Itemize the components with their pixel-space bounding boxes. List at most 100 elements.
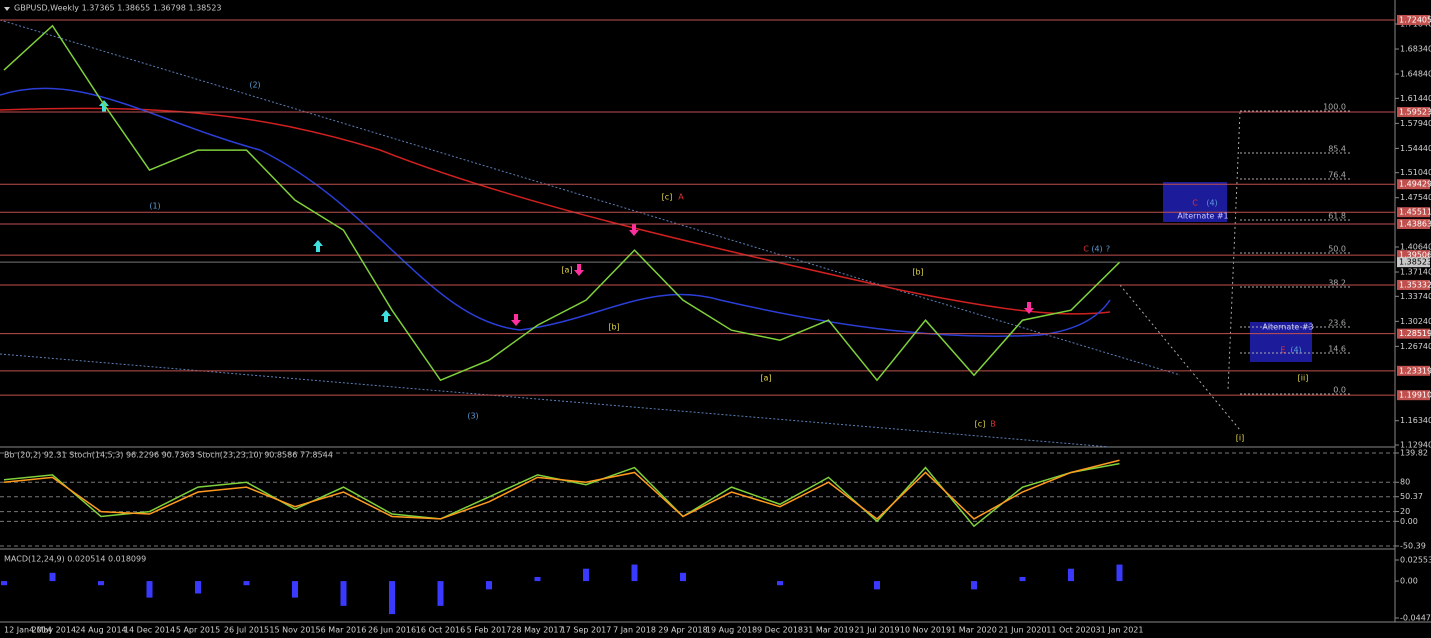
y-tick-label: 1.57940	[1400, 119, 1431, 128]
level-label: 1.49429	[1399, 180, 1431, 189]
y-tick-label: -0.044702	[1400, 614, 1431, 623]
series-line	[3, 459, 1120, 520]
x-tick-label: 24 Aug 2014	[75, 626, 126, 635]
wave-label: (2)	[249, 81, 260, 90]
fib-label: 100.0	[1323, 103, 1346, 112]
histogram-bar	[195, 581, 201, 594]
fib-label: 14.6	[1328, 345, 1346, 354]
level-label: 1.59523	[1399, 108, 1431, 117]
fib-label: 0.0	[1333, 386, 1346, 395]
histogram-bar	[243, 581, 250, 586]
x-tick-label: 6 Mar 2016	[321, 626, 367, 635]
x-tick-label: 9 Dec 2018	[757, 626, 803, 635]
trend-line	[0, 19, 1181, 376]
x-tick-label: 21 Jul 2019	[854, 626, 899, 635]
trend-line	[0, 353, 1111, 448]
y-tick-label: 1.26740	[1400, 342, 1431, 351]
level-box	[1397, 390, 1430, 401]
x-tick-label: 1 Mar 2020	[951, 626, 997, 635]
y-tick-label: 1.12940	[1400, 440, 1431, 449]
wave-label: C	[1192, 199, 1198, 208]
histogram-bar	[98, 581, 104, 586]
histogram-bar	[49, 572, 56, 582]
histogram-bar	[1116, 564, 1123, 582]
x-tick-label: 12 Jan 2014	[4, 626, 52, 635]
wave-label: [ii]	[1298, 374, 1309, 383]
y-tick-label: 1.37140	[1400, 268, 1431, 277]
fib-label: 38.2	[1328, 279, 1346, 288]
wave-label: [c]	[975, 420, 986, 429]
projection	[1227, 111, 1241, 391]
target-box	[1163, 182, 1227, 222]
y-tick-label: 20	[1400, 507, 1410, 516]
x-tick-label: 31 Mar 2019	[803, 626, 854, 635]
wave-label: C	[1083, 245, 1089, 254]
histogram-bar	[1068, 568, 1074, 582]
histogram-bar	[1019, 576, 1026, 582]
level-box	[1397, 328, 1430, 339]
wave-label: A	[678, 193, 684, 202]
histogram-bar	[777, 581, 783, 586]
histogram-bar	[534, 576, 541, 582]
level-label: 1.28519	[1399, 329, 1431, 338]
x-tick-label: 5 Apr 2015	[176, 626, 220, 635]
x-tick-label: 21 Jun 2020	[998, 626, 1046, 635]
histogram-bar	[680, 572, 686, 582]
wave-label: (1)	[149, 202, 160, 211]
level-label: 1.35332	[1399, 280, 1431, 289]
fib-label: 23.6	[1328, 319, 1346, 328]
x-tick-label: 19 Aug 2018	[706, 626, 757, 635]
y-tick-label: 1.64840	[1400, 70, 1431, 79]
last-price-box	[1397, 257, 1430, 268]
y-tick-label: 0.00	[1400, 577, 1418, 586]
level-box	[1397, 250, 1430, 261]
level-label: 1.72405	[1399, 15, 1431, 24]
chart-title: GBPUSD,Weekly 1.37365 1.38655 1.36798 1.…	[14, 4, 222, 13]
histogram-bar	[971, 581, 977, 590]
histogram-bar	[1, 581, 7, 586]
histogram-bar	[631, 564, 638, 582]
level-box	[1397, 14, 1430, 25]
wave-label: [i]	[1236, 434, 1244, 443]
x-tick-label: 7 Jan 2018	[613, 626, 656, 635]
level-box	[1397, 279, 1430, 290]
moving-average	[0, 87, 1111, 337]
fib-label: 50.0	[1328, 245, 1346, 254]
level-label: 1.19910	[1399, 391, 1431, 400]
y-tick-label: -50.39	[1400, 542, 1426, 551]
wave-label: (3)	[467, 412, 478, 421]
level-box	[1397, 218, 1430, 229]
x-tick-label: 14 Dec 2014	[124, 626, 175, 635]
histogram-bar	[583, 568, 589, 582]
y-tick-label: 1.51040	[1400, 168, 1431, 177]
projection	[1119, 284, 1241, 431]
y-tick-label: 50.37	[1400, 492, 1423, 501]
wave-label: [a]	[561, 266, 572, 275]
fib-label: 61.8	[1328, 212, 1346, 221]
wave-label: ?	[1106, 245, 1110, 254]
y-tick-label: 1.54440	[1400, 144, 1431, 153]
x-tick-label: 15 Nov 2015	[269, 626, 320, 635]
histogram-bar	[146, 581, 153, 598]
y-tick-label: 139.82	[1400, 449, 1428, 458]
histogram-bar	[486, 581, 492, 590]
level-label: 1.39506	[1399, 251, 1431, 260]
indicator-title: Bb (20,2) 92.31 Stoch(14,5,3) 96.2296 90…	[4, 451, 333, 460]
x-tick-label: 26 Jun 2016	[368, 626, 416, 635]
wave-label: (4)	[1206, 199, 1217, 208]
x-tick-label: 29 Apr 2018	[658, 626, 707, 635]
series-line	[3, 24, 1121, 382]
histogram-bar	[874, 581, 880, 590]
y-tick-label: 1.33740	[1400, 292, 1431, 301]
fib-label: 76.4	[1328, 171, 1346, 180]
x-tick-label: 16 Oct 2016	[416, 626, 465, 635]
y-tick-label: 1.16340	[1400, 416, 1431, 425]
histogram-bar	[437, 581, 444, 606]
last-price-label: 1.38523	[1399, 258, 1431, 267]
histogram-bar	[389, 581, 395, 615]
y-tick-label: 1.30240	[1400, 317, 1431, 326]
wave-label: [c]	[662, 193, 673, 202]
histogram-bar	[292, 581, 298, 598]
x-tick-label: 28 May 2017	[511, 626, 563, 635]
